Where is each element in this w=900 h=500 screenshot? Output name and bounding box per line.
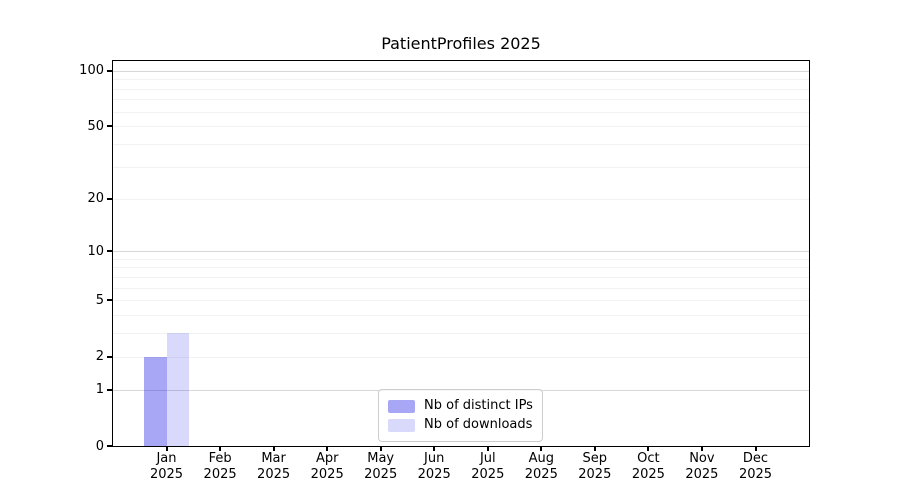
x-tick-label: Sep 2025 <box>565 451 625 483</box>
x-tick-mark <box>433 447 436 451</box>
y-tick-mark <box>107 356 112 358</box>
x-tick-label: Mar 2025 <box>244 451 304 483</box>
x-tick-label-year: 2025 <box>310 467 344 482</box>
gridline-minor <box>113 357 809 358</box>
y-tick-label: 20 <box>87 191 104 206</box>
x-tick-mark <box>379 447 382 451</box>
x-tick-label-month: Jan <box>156 451 177 466</box>
y-tick-mark <box>107 198 112 200</box>
legend-label: Nb of distinct IPs <box>424 398 533 413</box>
chart-title: PatientProfiles 2025 <box>381 34 541 53</box>
x-tick-mark <box>754 447 757 451</box>
x-tick-label: Feb 2025 <box>190 451 250 483</box>
legend-item: Nb of downloads <box>388 417 533 433</box>
x-tick-label: Dec 2025 <box>726 451 786 483</box>
y-tick-label: 2 <box>95 349 104 364</box>
x-tick-label-year: 2025 <box>524 467 558 482</box>
legend-item: Nb of distinct IPs <box>388 398 533 414</box>
gridline-minor <box>113 288 809 289</box>
x-tick-label-month: Oct <box>637 451 660 466</box>
x-tick-label-month: Aug <box>528 451 554 466</box>
y-tick-mark <box>107 389 112 391</box>
gridline-minor <box>113 89 809 90</box>
x-tick-label-month: Jun <box>424 451 445 466</box>
x-tick-label-year: 2025 <box>471 467 505 482</box>
gridline-minor <box>113 333 809 334</box>
y-tick-label: 0 <box>95 439 104 454</box>
x-tick-mark <box>219 447 222 451</box>
x-tick-label-month: Jul <box>479 451 496 466</box>
gridline-minor <box>113 259 809 260</box>
x-tick-label: Jan 2025 <box>137 451 197 483</box>
x-tick-label-year: 2025 <box>257 467 291 482</box>
x-tick-label: Apr 2025 <box>297 451 357 483</box>
gridline-minor <box>113 315 809 316</box>
gridline-major <box>113 71 809 72</box>
y-tick-mark <box>107 70 112 72</box>
y-tick-mark <box>107 125 112 127</box>
x-tick-label-month: Dec <box>742 451 769 466</box>
bar-nb-of-downloads <box>166 333 189 446</box>
y-tick-mark <box>107 445 112 447</box>
x-tick-label-year: 2025 <box>685 467 719 482</box>
x-tick-label-year: 2025 <box>578 467 612 482</box>
plot-area: Nb of distinct IPs Nb of downloads <box>112 60 810 447</box>
x-tick-label-year: 2025 <box>631 467 665 482</box>
x-tick-mark <box>540 447 543 451</box>
x-tick-mark <box>700 447 703 451</box>
x-tick-label-year: 2025 <box>364 467 398 482</box>
x-tick-label-month: Nov <box>689 451 715 466</box>
x-tick-label-month: Feb <box>208 451 232 466</box>
x-tick-mark <box>486 447 489 451</box>
x-tick-label: Oct 2025 <box>618 451 678 483</box>
x-tick-mark <box>593 447 596 451</box>
x-tick-label: May 2025 <box>351 451 411 483</box>
x-tick-label: Jun 2025 <box>404 451 464 483</box>
y-tick-label: 100 <box>79 63 104 78</box>
x-tick-mark <box>647 447 650 451</box>
x-tick-label-month: Sep <box>582 451 608 466</box>
gridline-major <box>113 251 809 252</box>
y-tick-mark <box>107 250 112 252</box>
x-tick-label-month: Apr <box>315 451 339 466</box>
x-tick-mark <box>165 447 168 451</box>
legend: Nb of distinct IPs Nb of downloads <box>378 389 543 442</box>
gridline-minor <box>113 112 809 113</box>
legend-label: Nb of downloads <box>424 417 533 432</box>
x-tick-mark <box>272 447 275 451</box>
x-tick-label-month: Mar <box>261 451 286 466</box>
x-tick-label-year: 2025 <box>203 467 237 482</box>
x-tick-label-year: 2025 <box>149 467 184 482</box>
x-tick-label-year: 2025 <box>417 467 451 482</box>
gridline-minor <box>113 126 809 127</box>
gridline-minor <box>113 267 809 268</box>
y-tick-label: 5 <box>95 293 104 308</box>
y-tick-label: 50 <box>87 119 104 134</box>
x-tick-label-year: 2025 <box>738 467 773 482</box>
y-tick-mark <box>107 299 112 301</box>
x-tick-label: Aug 2025 <box>511 451 571 483</box>
gridline-minor <box>113 144 809 145</box>
x-tick-label-month: May <box>367 451 395 466</box>
gridline-minor <box>113 167 809 168</box>
y-tick-label: 10 <box>87 244 104 259</box>
legend-swatch <box>388 418 415 432</box>
gridline-minor <box>113 277 809 278</box>
gridline-minor <box>113 199 809 200</box>
x-tick-label: Jul 2025 <box>458 451 518 483</box>
gridline-minor <box>113 79 809 80</box>
legend-swatch <box>388 399 415 413</box>
y-tick-label: 1 <box>95 382 104 397</box>
bar-nb-of-distinct-ips <box>144 356 167 446</box>
gridline-minor <box>113 300 809 301</box>
x-tick-mark <box>326 447 329 451</box>
x-tick-label: Nov 2025 <box>672 451 732 483</box>
gridline-minor <box>113 99 809 100</box>
